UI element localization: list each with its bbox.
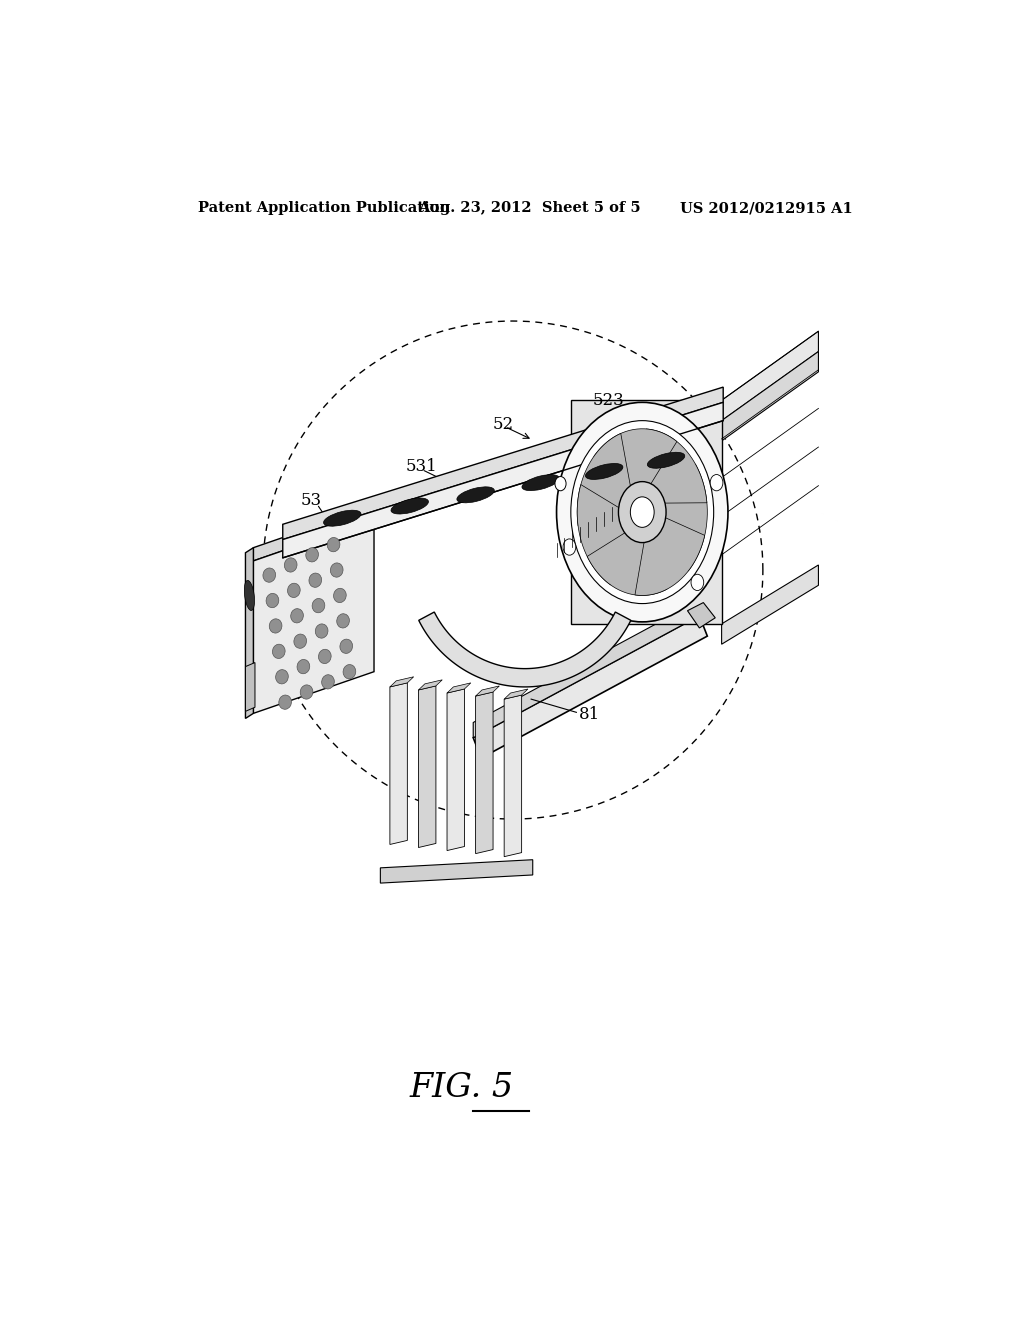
Polygon shape <box>475 686 500 696</box>
Circle shape <box>631 496 654 528</box>
Polygon shape <box>655 465 708 572</box>
Ellipse shape <box>340 639 352 653</box>
Circle shape <box>557 403 728 622</box>
Text: 531: 531 <box>406 458 437 475</box>
Ellipse shape <box>272 644 285 659</box>
Ellipse shape <box>291 609 303 623</box>
Polygon shape <box>246 548 253 718</box>
Polygon shape <box>283 403 723 558</box>
Polygon shape <box>504 689 528 700</box>
Polygon shape <box>246 663 255 711</box>
Ellipse shape <box>285 558 297 572</box>
Ellipse shape <box>275 669 289 684</box>
Text: US 2012/0212915 A1: US 2012/0212915 A1 <box>680 201 852 215</box>
Ellipse shape <box>245 581 255 611</box>
Ellipse shape <box>263 568 275 582</box>
Text: 53: 53 <box>301 492 323 510</box>
Circle shape <box>570 421 714 603</box>
Polygon shape <box>504 696 521 857</box>
Polygon shape <box>253 519 374 713</box>
Polygon shape <box>722 351 818 441</box>
Circle shape <box>555 477 566 491</box>
Text: 81: 81 <box>579 706 600 723</box>
Polygon shape <box>473 615 708 758</box>
Ellipse shape <box>300 685 313 700</box>
Polygon shape <box>283 387 723 540</box>
Ellipse shape <box>269 619 282 634</box>
Ellipse shape <box>334 589 346 603</box>
Polygon shape <box>253 506 374 561</box>
Ellipse shape <box>294 634 306 648</box>
Polygon shape <box>475 692 494 854</box>
Ellipse shape <box>312 598 325 612</box>
Polygon shape <box>578 433 632 525</box>
Circle shape <box>711 475 723 491</box>
Polygon shape <box>594 429 677 500</box>
Text: 523: 523 <box>592 392 624 409</box>
Ellipse shape <box>331 562 343 577</box>
Text: Aug. 23, 2012  Sheet 5 of 5: Aug. 23, 2012 Sheet 5 of 5 <box>418 201 640 215</box>
Polygon shape <box>390 677 414 686</box>
Ellipse shape <box>343 664 355 678</box>
Ellipse shape <box>266 594 279 607</box>
Text: Patent Application Publication: Patent Application Publication <box>198 201 450 215</box>
Polygon shape <box>419 680 442 690</box>
Circle shape <box>563 539 575 556</box>
Circle shape <box>691 574 703 590</box>
Ellipse shape <box>391 498 428 513</box>
Polygon shape <box>587 529 667 595</box>
Polygon shape <box>390 682 408 845</box>
Polygon shape <box>578 484 636 585</box>
Ellipse shape <box>328 537 340 552</box>
Text: 52: 52 <box>494 416 514 433</box>
Ellipse shape <box>337 614 349 628</box>
Circle shape <box>618 482 666 543</box>
Polygon shape <box>380 859 532 883</box>
Polygon shape <box>419 612 631 686</box>
Ellipse shape <box>318 649 331 664</box>
Text: FIG. 5: FIG. 5 <box>410 1072 513 1105</box>
Polygon shape <box>419 686 436 847</box>
Polygon shape <box>447 682 471 693</box>
Ellipse shape <box>647 453 685 469</box>
Ellipse shape <box>288 583 300 598</box>
Ellipse shape <box>457 487 495 503</box>
Polygon shape <box>722 565 818 644</box>
Ellipse shape <box>324 511 361 527</box>
Polygon shape <box>570 400 722 624</box>
Ellipse shape <box>522 475 559 491</box>
Ellipse shape <box>297 660 309 673</box>
Ellipse shape <box>586 463 623 479</box>
Polygon shape <box>447 689 465 850</box>
Polygon shape <box>641 429 707 503</box>
Ellipse shape <box>309 573 322 587</box>
Polygon shape <box>635 515 705 595</box>
Polygon shape <box>687 602 715 628</box>
Ellipse shape <box>306 548 318 562</box>
Ellipse shape <box>279 696 292 709</box>
Polygon shape <box>722 331 818 421</box>
Polygon shape <box>473 601 699 738</box>
Ellipse shape <box>322 675 334 689</box>
Ellipse shape <box>315 624 328 638</box>
